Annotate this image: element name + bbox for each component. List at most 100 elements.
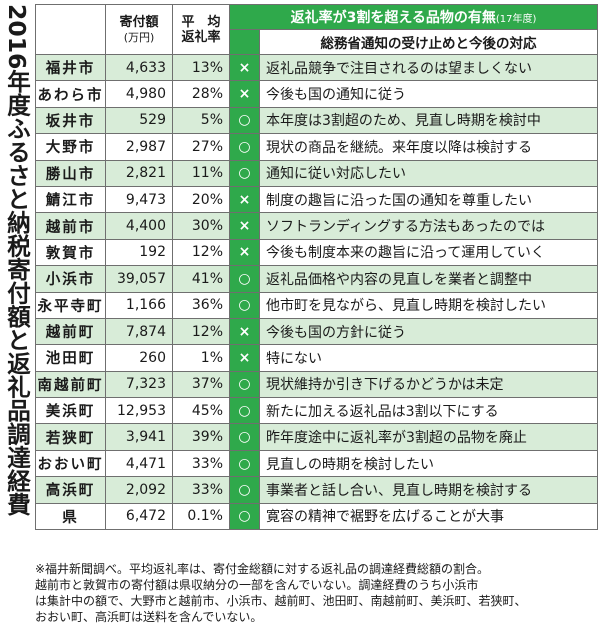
response-cell: 今後も国の方針に従う (258, 317, 599, 346)
city-cell: 越前町 (35, 317, 106, 346)
rate-cell: 0.1% (172, 502, 230, 531)
rate-cell: 20% (172, 185, 230, 214)
city-cell: 坂井市 (35, 106, 106, 135)
table-row: 県 6,472 0.1% ○ 寛容の精神で裾野を広げることが大事 (35, 502, 599, 531)
header-sub: 総務省通知の受け止めと今後の対応 (258, 29, 599, 55)
response-cell: 他市町を見ながら、見直し時期を検討したい (258, 291, 599, 319)
city-cell: 敦賀市 (35, 238, 106, 267)
response-cell: 現状維持か引き下げるかどうかは未定 (258, 370, 599, 399)
header-rate-line2: 返礼率 (181, 29, 221, 45)
amount-cell: 12,953 (105, 397, 173, 425)
amount-cell: 4,633 (105, 53, 173, 82)
header-main-suffix: (17年度) (495, 14, 537, 25)
amount-cell: 3,941 (105, 423, 173, 451)
table-row: おおい町 4,471 33% ○ 見直しの時期を検討したい (35, 449, 599, 478)
city-cell: 若狭町 (35, 423, 106, 451)
rate-cell: 41% (172, 265, 230, 293)
rate-cell: 5% (172, 106, 230, 135)
table-row: 鯖江市 9,473 20% × 制度の趣旨に沿った国の通知を尊重したい (35, 185, 599, 214)
header-main-label: 返礼率が3割を超える品物の有無 (290, 10, 496, 26)
amount-cell: 4,471 (105, 449, 173, 478)
table-row: 若狭町 3,941 39% ○ 昨年度途中に返礼率が3割超の品物を廃止 (35, 423, 599, 451)
furusato-table: 寄付額 (万円) 平 均 返礼率 返礼率が3割を超える品物の有無(17年度) 総… (35, 4, 599, 531)
mark-cell: ○ (229, 265, 260, 293)
response-cell: 制度の趣旨に沿った国の通知を尊重したい (258, 185, 599, 214)
rate-cell: 33% (172, 476, 230, 504)
city-cell: あわら市 (35, 80, 106, 108)
table-row: 小浜市 39,057 41% ○ 返礼品価格や内容の見直しを業者と調整中 (35, 265, 599, 293)
mark-cell: ○ (229, 291, 260, 319)
city-cell: 福井市 (35, 53, 106, 82)
amount-cell: 192 (105, 238, 173, 267)
header-city (35, 4, 106, 55)
amount-cell: 2,987 (105, 133, 173, 161)
mark-cell: ○ (229, 476, 260, 504)
city-cell: 美浜町 (35, 397, 106, 425)
amount-cell: 2,092 (105, 476, 173, 504)
mark-cell: ○ (229, 397, 260, 425)
amount-cell: 9,473 (105, 185, 173, 214)
response-cell: ソフトランディングする方法もあったのでは (258, 212, 599, 240)
table-row: 大野市 2,987 27% ○ 現状の商品を継続。来年度以降は検討する (35, 133, 599, 161)
mark-cell: × (229, 185, 260, 214)
city-cell: 永平寺町 (35, 291, 106, 319)
mark-cell: × (229, 80, 260, 108)
mark-cell: × (229, 238, 260, 267)
table-row: 池田町 260 1% × 特にない (35, 344, 599, 372)
rate-cell: 28% (172, 80, 230, 108)
side-title: 2016年度ふるさと納税寄付額と返礼品調達経費 (3, 4, 31, 516)
city-cell: 池田町 (35, 344, 106, 372)
data-table-container: 寄付額 (万円) 平 均 返礼率 返礼率が3割を超える品物の有無(17年度) 総… (35, 4, 599, 531)
amount-cell: 7,874 (105, 317, 173, 346)
mark-cell: × (229, 53, 260, 82)
rate-cell: 13% (172, 53, 230, 82)
rate-cell: 30% (172, 212, 230, 240)
mark-cell: ○ (229, 423, 260, 451)
amount-cell: 4,400 (105, 212, 173, 240)
response-cell: 通知に従い対応したい (258, 159, 599, 187)
rate-cell: 27% (172, 133, 230, 161)
response-cell: 事業者と話し合い、見直し時期を検討する (258, 476, 599, 504)
table-row: 美浜町 12,953 45% ○ 新たに加える返礼品は3割以下にする (35, 397, 599, 425)
table-row: 坂井市 529 5% ○ 本年度は3割超のため、見直し時期を検討中 (35, 106, 599, 135)
amount-cell: 260 (105, 344, 173, 372)
table-row: 勝山市 2,821 11% ○ 通知に従い対応したい (35, 159, 599, 187)
response-cell: 今後も制度本来の趣旨に沿って運用していく (258, 238, 599, 267)
rate-cell: 37% (172, 370, 230, 399)
city-cell: 小浜市 (35, 265, 106, 293)
rate-cell: 12% (172, 238, 230, 267)
city-cell: 勝山市 (35, 159, 106, 187)
city-cell: 南越前町 (35, 370, 106, 399)
rate-cell: 33% (172, 449, 230, 478)
header-rate: 平 均 返礼率 (172, 4, 230, 55)
table-row: 敦賀市 192 12% × 今後も制度本来の趣旨に沿って運用していく (35, 238, 599, 267)
response-cell: 今後も国の通知に従う (258, 80, 599, 108)
amount-cell: 529 (105, 106, 173, 135)
table-row: 高浜町 2,092 33% ○ 事業者と話し合い、見直し時期を検討する (35, 476, 599, 504)
response-cell: 見直しの時期を検討したい (258, 449, 599, 478)
mark-cell: ○ (229, 133, 260, 161)
amount-cell: 7,323 (105, 370, 173, 399)
footnote: ※福井新聞調べ。平均返礼率は、寄付金総額に対する返礼品の調達経費総額の割合。 越… (35, 562, 527, 624)
response-cell: 現状の商品を継続。来年度以降は検討する (258, 133, 599, 161)
amount-cell: 4,980 (105, 80, 173, 108)
table-row: 越前市 4,400 30% × ソフトランディングする方法もあったのでは (35, 212, 599, 240)
mark-cell: ○ (229, 502, 260, 531)
rate-cell: 1% (172, 344, 230, 372)
response-cell: 寛容の精神で裾野を広げることが大事 (258, 502, 599, 531)
response-cell: 本年度は3割超のため、見直し時期を検討中 (258, 106, 599, 135)
amount-cell: 2,821 (105, 159, 173, 187)
response-cell: 昨年度途中に返礼率が3割超の品物を廃止 (258, 423, 599, 451)
city-cell: おおい町 (35, 449, 106, 478)
header-main: 返礼率が3割を超える品物の有無(17年度) (228, 4, 599, 30)
table-row: 永平寺町 1,166 36% ○ 他市町を見ながら、見直し時期を検討したい (35, 291, 599, 319)
header-amount: 寄付額 (万円) (105, 4, 173, 55)
amount-cell: 1,166 (105, 291, 173, 319)
table-body: 福井市 4,633 13% × 返礼品競争で注目されるのは望ましくない あわら市 4,980… (35, 53, 599, 531)
header-rate-line1: 平 均 (181, 14, 221, 30)
amount-cell: 6,472 (105, 502, 173, 531)
amount-cell: 39,057 (105, 265, 173, 293)
city-cell: 高浜町 (35, 476, 106, 504)
table-row: 南越前町 7,323 37% ○ 現状維持か引き下げるかどうかは未定 (35, 370, 599, 399)
response-cell: 新たに加える返礼品は3割以下にする (258, 397, 599, 425)
